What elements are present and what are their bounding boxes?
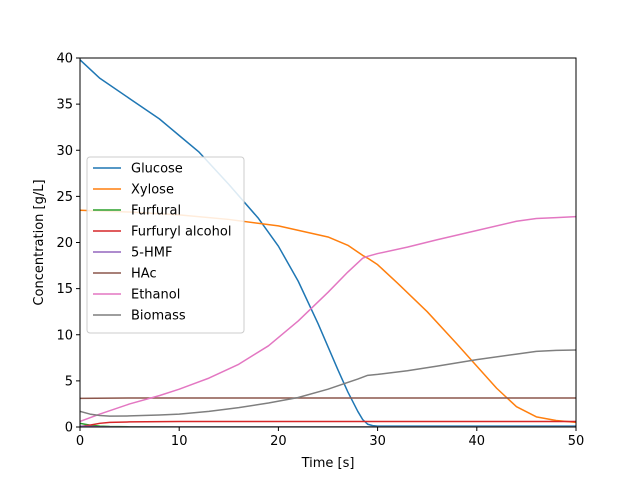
- y-tick-label: 35: [56, 98, 73, 113]
- legend-box: [86, 156, 245, 334]
- plot-area-frame: [79, 57, 577, 428]
- x-tick-label: 20: [270, 434, 287, 449]
- x-axis-label: Time [s]: [301, 456, 355, 471]
- x-tick-label: 0: [76, 434, 84, 449]
- legend-label: Glucose: [131, 162, 183, 177]
- legend: Glucose Xylose Furfural Furfuryl alcohol 5-H…: [86, 156, 245, 334]
- y-tick-label: 5: [65, 374, 73, 389]
- y-tick-label: 15: [56, 282, 73, 297]
- series-line-furfuryl-alcohol: [80, 420, 576, 427]
- legend-label: Ethanol: [131, 288, 180, 303]
- y-axis-label: Concentration [g/L]: [32, 179, 47, 305]
- y-tick-label: 0: [65, 421, 73, 436]
- x-tick-label: 10: [171, 434, 188, 449]
- series-line-ethanol: [80, 215, 576, 423]
- series-line-biomass: [80, 349, 576, 417]
- series-line-glucose: [80, 58, 576, 427]
- x-tick-label: 50: [568, 434, 585, 449]
- y-tick-label: 40: [56, 52, 73, 67]
- legend-label: HAc: [131, 267, 157, 282]
- y-tick-label: 25: [56, 190, 73, 205]
- y-tick-label: 10: [56, 328, 73, 343]
- x-tick-label: 30: [369, 434, 386, 449]
- x-tick-label: 40: [469, 434, 486, 449]
- legend-label: Furfuryl alcohol: [131, 225, 231, 240]
- legend-label: 5-HMF: [131, 246, 172, 261]
- legend-label: Furfural: [131, 204, 181, 219]
- legend-label: Biomass: [131, 309, 186, 324]
- y-tick-label: 30: [56, 144, 73, 159]
- y-tick-label: 20: [56, 236, 73, 251]
- legend-label: Xylose: [131, 183, 174, 198]
- tick-layer: 0 10 20 30 40 50 0 5 10 15 20 25 30 35 40: [56, 52, 584, 450]
